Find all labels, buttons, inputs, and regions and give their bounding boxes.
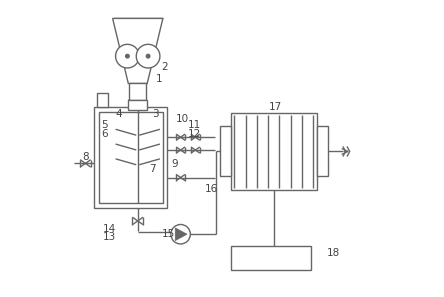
Bar xyxy=(231,113,317,190)
Text: 16: 16 xyxy=(205,184,218,194)
Text: 4: 4 xyxy=(115,109,122,119)
Bar xyxy=(231,246,311,270)
Text: 9: 9 xyxy=(172,159,178,169)
Bar xyxy=(99,112,163,203)
Circle shape xyxy=(171,225,190,244)
Polygon shape xyxy=(175,228,187,241)
Text: 18: 18 xyxy=(327,248,340,257)
Text: 1: 1 xyxy=(155,74,162,84)
Text: 2: 2 xyxy=(162,62,168,72)
Circle shape xyxy=(115,44,139,68)
Bar xyxy=(128,100,147,110)
Bar xyxy=(129,83,146,100)
Bar xyxy=(94,107,167,208)
Bar xyxy=(317,127,328,176)
Circle shape xyxy=(136,44,160,68)
Text: 15: 15 xyxy=(162,229,174,239)
Text: 13: 13 xyxy=(103,232,116,242)
Circle shape xyxy=(147,54,150,58)
Text: 12: 12 xyxy=(188,129,201,139)
Text: 7: 7 xyxy=(150,164,156,174)
Text: 5: 5 xyxy=(101,120,108,130)
Text: 14: 14 xyxy=(103,224,116,234)
Polygon shape xyxy=(113,18,163,83)
Circle shape xyxy=(126,54,129,58)
Text: 11: 11 xyxy=(188,120,201,130)
Bar xyxy=(97,93,108,107)
Text: 8: 8 xyxy=(83,152,89,162)
Bar xyxy=(220,127,231,176)
Text: 3: 3 xyxy=(153,109,159,119)
Text: 17: 17 xyxy=(270,102,282,112)
Text: 6: 6 xyxy=(101,129,108,139)
Text: 10: 10 xyxy=(176,114,189,124)
